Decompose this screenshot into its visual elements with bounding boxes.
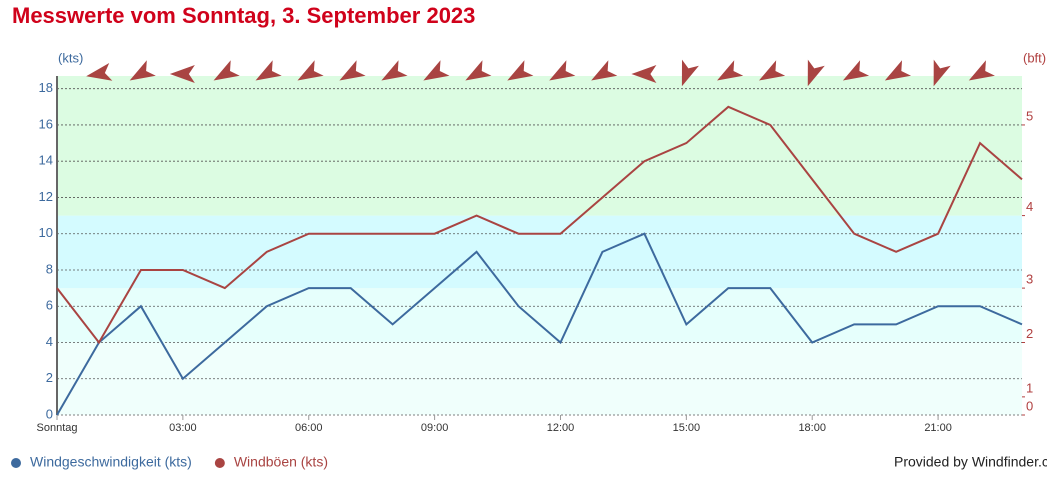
- wind-arrow: [807, 59, 825, 87]
- wind-arrow-shape: [86, 63, 113, 81]
- wind-arrow-shape: [381, 60, 408, 81]
- y-tick-label: 12: [39, 189, 53, 204]
- wind-arrow-shape: [591, 60, 618, 81]
- wind-arrow: [86, 63, 113, 81]
- wind-arrow-shape: [423, 60, 450, 81]
- x-tick-label: 15:00: [673, 422, 701, 434]
- wind-arrow: [297, 60, 324, 81]
- y-tick-label: 10: [39, 225, 53, 240]
- y-tick-label: 14: [39, 153, 53, 168]
- wind-arrow-shape: [842, 60, 870, 81]
- y-tick-label: 8: [46, 261, 53, 276]
- wind-arrow: [717, 60, 744, 81]
- wind-arrow: [631, 65, 657, 83]
- wind-arrow: [465, 60, 492, 81]
- wind-arrow-shape: [759, 60, 786, 81]
- wind-arrow-shape: [169, 65, 195, 83]
- wind-arrow: [507, 60, 534, 81]
- wind-arrow: [339, 60, 366, 81]
- x-tick-label: 09:00: [421, 422, 449, 434]
- wind-arrow-shape: [717, 60, 744, 81]
- chart-title: Messwerte vom Sonntag, 3. September 2023: [12, 3, 475, 28]
- x-tick-label: 21:00: [924, 422, 952, 434]
- wind-arrow: [129, 60, 156, 81]
- band: [57, 215, 1022, 289]
- wind-arrow: [759, 60, 786, 81]
- wind-arrow: [842, 60, 870, 81]
- wind-arrow-shape: [339, 60, 366, 81]
- wind-arrow-shape: [807, 59, 825, 87]
- x-tick-label: 03:00: [169, 422, 197, 434]
- y2-tick-label: 2: [1026, 326, 1033, 341]
- wind-arrow-shape: [884, 60, 912, 81]
- y-tick-label: 18: [39, 80, 53, 95]
- legend-label: Windgeschwindigkeit (kts): [30, 454, 192, 470]
- wind-arrow: [549, 60, 576, 81]
- wind-arrow: [169, 65, 195, 83]
- y2-axis-label: (bft): [1023, 50, 1046, 65]
- wind-arrow-shape: [968, 60, 995, 81]
- wind-arrow: [681, 59, 699, 87]
- x-tick-label: Sonntag: [37, 422, 78, 434]
- wind-arrow: [381, 60, 408, 81]
- wind-arrow-shape: [255, 60, 282, 81]
- series-line: [56, 232, 1023, 416]
- y-tick-label: 2: [46, 370, 53, 385]
- wind-arrow: [591, 60, 618, 81]
- x-tick-label: 06:00: [295, 422, 323, 434]
- y2-tick-label: 4: [1026, 199, 1033, 214]
- wind-arrow: [255, 60, 282, 81]
- y-tick-label: 16: [39, 116, 53, 131]
- legend-marker: [214, 458, 225, 468]
- x-tick-label: 18:00: [798, 422, 826, 434]
- wind-arrow: [884, 60, 912, 81]
- series-line: [56, 105, 1023, 345]
- x-tick-label: 12:00: [547, 422, 575, 434]
- wind-arrow-shape: [549, 60, 576, 81]
- wind-arrow-shape: [465, 60, 492, 81]
- band: [57, 288, 1022, 343]
- y-tick-label: 4: [46, 334, 53, 349]
- wind-arrow: [968, 60, 995, 81]
- wind-arrow: [423, 60, 450, 81]
- wind-arrow: [933, 59, 951, 87]
- wind-arrow-shape: [129, 60, 156, 81]
- wind-arrow-shape: [213, 60, 240, 81]
- y2-tick-label: 1: [1026, 380, 1033, 395]
- y-axis-label: (kts): [58, 50, 83, 65]
- y2-tick-label: 0: [1026, 398, 1033, 413]
- legend-marker: [11, 458, 21, 468]
- wind-arrow: [213, 60, 240, 81]
- legend-label: Windböen (kts): [234, 454, 328, 470]
- y-tick-label: 6: [46, 298, 53, 313]
- wind-arrow-shape: [933, 59, 951, 87]
- band: [57, 76, 1022, 216]
- wind-arrow-shape: [631, 65, 657, 83]
- wind-arrow-shape: [681, 59, 699, 87]
- wind-arrow-shape: [297, 60, 324, 81]
- y-tick-label: 0: [46, 406, 53, 421]
- wind-arrow-shape: [507, 60, 534, 81]
- y2-tick-label: 3: [1026, 272, 1033, 287]
- y2-tick-label: 5: [1026, 108, 1033, 123]
- credit: Provided by Windfinder.com: [894, 454, 1047, 470]
